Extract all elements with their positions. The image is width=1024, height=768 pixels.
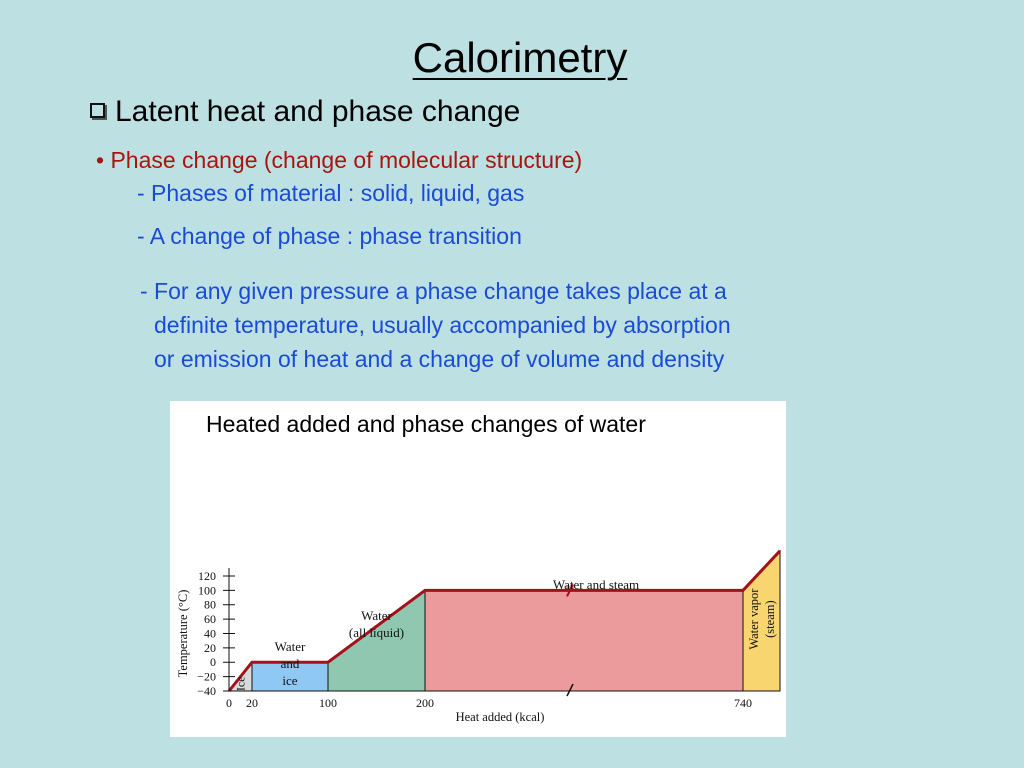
region-label-water-vapor-line: (steam) bbox=[763, 600, 777, 637]
region-label-water-vapor: Water vapor (steam) bbox=[747, 588, 777, 650]
region-label-water-vapor-line: Water vapor bbox=[747, 588, 761, 650]
y-tick-label: 100 bbox=[198, 583, 216, 597]
region-label-water-and-steam-line: Water and steam bbox=[553, 577, 639, 592]
x-tick-label: 20 bbox=[246, 696, 258, 710]
slide-title: Calorimetry bbox=[412, 34, 628, 81]
region-water-and-steam bbox=[424, 589, 744, 692]
region-label-water-and-ice: Water and ice bbox=[275, 639, 306, 688]
y-tick-label: 40 bbox=[204, 626, 216, 640]
y-tick-label: −40 bbox=[197, 684, 216, 698]
axis-break-bottom bbox=[566, 683, 574, 697]
checkbox-bullet-icon bbox=[90, 103, 105, 118]
y-tick-label: 20 bbox=[204, 641, 216, 655]
region-water-all-liquid bbox=[327, 589, 426, 692]
item-phases-of-material: - Phases of material : solid, liquid, ga… bbox=[137, 180, 525, 206]
paragraph-line-2: definite temperature, usually accompanie… bbox=[154, 312, 731, 338]
region-label-water-and-ice-line: and bbox=[281, 656, 300, 671]
paragraph-pressure: - For any given pressure a phase change … bbox=[140, 274, 731, 376]
x-tick-label: 740 bbox=[734, 696, 752, 710]
y-tick-label: 120 bbox=[198, 569, 216, 583]
sub-bullet-phase-change: • Phase change (change of molecular stru… bbox=[96, 147, 583, 173]
y-tick-label: 0 bbox=[210, 655, 216, 669]
bullet-latent-heat-text: Latent heat and phase change bbox=[115, 95, 521, 128]
x-axis-label: Heat added (kcal) bbox=[456, 710, 545, 724]
x-tick-label: 200 bbox=[416, 696, 434, 710]
region-label-water-and-steam: Water and steam bbox=[553, 577, 639, 592]
region-water-vapor-steam bbox=[742, 549, 781, 692]
y-tick-label: −20 bbox=[197, 670, 216, 684]
region-label-water-and-ice-line: ice bbox=[282, 673, 297, 688]
item-change-of-phase: - A change of phase : phase transition bbox=[137, 223, 522, 249]
heating-curve-line bbox=[227, 549, 782, 692]
y-tick-label: 60 bbox=[204, 612, 216, 626]
x-tick-label: 0 bbox=[226, 696, 232, 710]
paragraph-line-1: - For any given pressure a phase change … bbox=[140, 278, 727, 304]
region-label-ice: Ice bbox=[234, 676, 248, 691]
region-label-water-and-ice-line: Water bbox=[275, 639, 306, 654]
region-label-water-all-liquid-line: (all liquid) bbox=[349, 625, 404, 640]
x-tick-label: 100 bbox=[319, 696, 337, 710]
region-label-water-all-liquid-line: Water bbox=[361, 608, 392, 623]
bullet-latent-heat: Latent heat and phase change bbox=[90, 95, 520, 129]
phase-change-figure: −40 −20 0 20 40 60 80 100 120 0 20 100 200 740 Heat ad… bbox=[170, 401, 786, 737]
y-tick-label: 80 bbox=[204, 598, 216, 612]
y-axis-label: Temperature (°C) bbox=[176, 590, 190, 678]
figure-caption: Heated added and phase changes of water bbox=[206, 411, 646, 437]
region-label-water-all-liquid: Water (all liquid) bbox=[349, 608, 404, 640]
paragraph-line-3: or emission of heat and a change of volu… bbox=[154, 346, 725, 372]
